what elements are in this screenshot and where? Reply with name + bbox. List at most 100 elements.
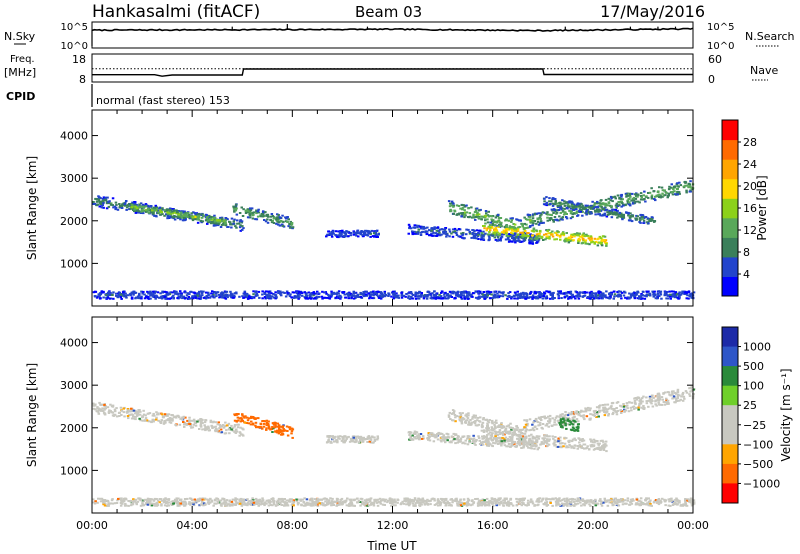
scatter-cell [327, 230, 330, 233]
scatter-cell [450, 296, 453, 298]
scatter-cell [482, 230, 485, 233]
scatter-cell [596, 209, 599, 212]
scatter-cell [414, 431, 418, 434]
scatter-cell [438, 231, 441, 234]
scatter-cell [363, 233, 366, 236]
scatter-cell [169, 291, 172, 294]
scatter-cell [501, 433, 505, 436]
scatter-cell [313, 297, 317, 300]
scatter-cell [587, 448, 591, 451]
scatter-cell [233, 430, 236, 433]
scatter-cell [102, 410, 105, 412]
scatter-cell [365, 294, 369, 297]
scatter-cell [596, 244, 600, 247]
scatter-cell [268, 294, 272, 297]
scatter-cell [132, 293, 135, 296]
scatter-cell [495, 437, 498, 440]
scatter-cell [529, 225, 532, 227]
scatter-cell [528, 219, 532, 222]
scatter-cell [535, 229, 538, 232]
scatter-cell [642, 194, 645, 197]
scatter-cell [175, 209, 178, 212]
scatter-cell [276, 429, 279, 432]
scatter-cell [421, 435, 425, 438]
scatter-cell [333, 440, 336, 443]
scatter-cell [568, 209, 571, 212]
scatter-cell [543, 233, 546, 236]
scatter-cell [488, 297, 492, 300]
scatter-cell [648, 191, 652, 194]
scatter-cell [164, 414, 167, 417]
scatter-cell [408, 434, 411, 436]
scatter-cell [238, 226, 242, 229]
scatter-cell [372, 297, 376, 300]
scatter-cell [412, 226, 415, 229]
scatter-cell [290, 427, 294, 430]
scatter-cell [501, 436, 504, 439]
scatter-cell [452, 231, 455, 234]
scatter-cell [307, 291, 311, 294]
scatter-cell [460, 215, 463, 218]
scatter-cell [134, 415, 137, 418]
scatter-cell [615, 294, 619, 297]
scatter-cell [513, 429, 516, 432]
scatter-cell [240, 433, 243, 436]
scatter-cell [190, 212, 193, 215]
scatter-cell [564, 237, 568, 240]
scatter-cell [472, 415, 475, 418]
scatter-cell [480, 232, 484, 234]
scatter-cell [186, 216, 189, 218]
scatter-cell [273, 426, 277, 429]
scatter-cell [258, 296, 261, 299]
scatter-cell [428, 234, 431, 237]
scatter-cell [594, 213, 597, 216]
scatter-cell [594, 412, 597, 415]
freq-panel: Freq. [MHz] 18 8 60 0 Nave [4, 53, 778, 86]
scatter-cell [196, 216, 200, 219]
scatter-cell [599, 237, 603, 240]
scatter-cell [454, 416, 457, 419]
scatter-cell [146, 297, 150, 300]
scatter-cell [552, 219, 555, 221]
scatter-cell [213, 214, 216, 217]
scatter-cell [345, 437, 348, 440]
scatter-cell [455, 229, 459, 232]
scatter-cell [267, 426, 271, 429]
scatter-cell [99, 293, 103, 296]
scatter-cell [460, 296, 463, 299]
scatter-cell [438, 228, 442, 231]
nsky-frame [91, 21, 694, 49]
scatter-cell [468, 212, 472, 215]
scatter-cell [220, 223, 224, 226]
scatter-cell [486, 294, 489, 297]
scatter-cell [539, 220, 543, 223]
scatter-cell [130, 407, 133, 410]
scatter-cell [508, 227, 511, 230]
scatter-cell [568, 200, 571, 203]
scatter-cell [496, 295, 499, 298]
scatter-cell [242, 296, 245, 299]
scatter-cell [148, 209, 151, 212]
scatter-cell [305, 294, 309, 297]
scatter-cell [578, 205, 581, 208]
scatter-cell [130, 207, 134, 210]
scatter-cell [490, 218, 493, 221]
scatter-cell [518, 297, 521, 299]
colorbar-segment [722, 159, 738, 180]
scatter-cell [262, 420, 265, 422]
scatter-cell [163, 413, 167, 416]
scatter-cell [497, 296, 501, 299]
scatter-cell [558, 290, 562, 293]
scatter-cell [501, 232, 504, 235]
scatter-cell [508, 226, 512, 229]
scatter-cell [501, 432, 504, 435]
scatter-cell [158, 296, 161, 299]
scatter-cell [516, 290, 519, 293]
scatter-cell [98, 205, 101, 208]
scatter-cell [239, 224, 242, 227]
scatter-cell [443, 232, 446, 235]
scatter-cell [188, 421, 191, 424]
scatter-cell [281, 291, 285, 294]
scatter-cell [525, 223, 528, 226]
scatter-cell [271, 426, 274, 428]
